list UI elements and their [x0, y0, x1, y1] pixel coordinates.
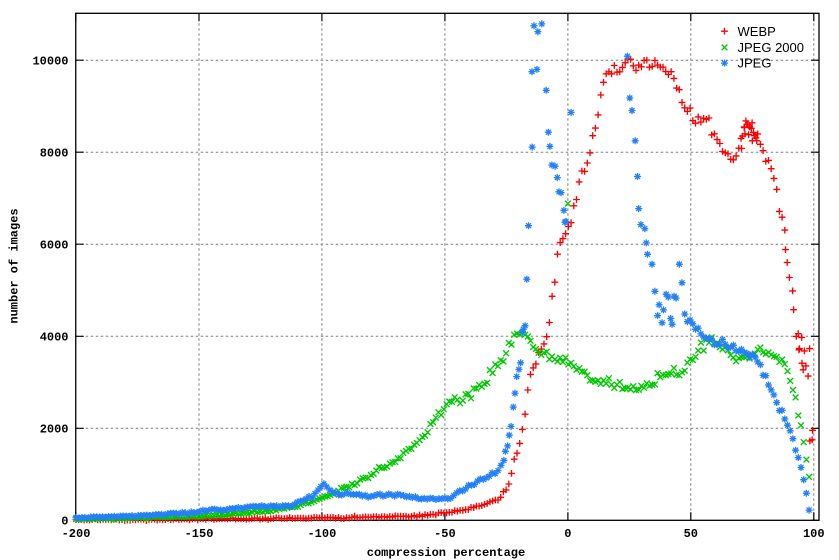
svg-text:-150: -150	[185, 527, 214, 541]
svg-text:4000: 4000	[40, 331, 69, 345]
svg-text:number of images: number of images	[8, 208, 22, 323]
svg-text:-200: -200	[62, 527, 91, 541]
svg-text:JPEG: JPEG	[738, 56, 772, 71]
svg-text:compression percentage: compression percentage	[367, 546, 525, 560]
svg-text:-50: -50	[434, 527, 456, 541]
svg-text:8000: 8000	[40, 146, 69, 160]
svg-text:0: 0	[61, 515, 68, 529]
svg-text:6000: 6000	[40, 238, 69, 252]
svg-text:10000: 10000	[32, 54, 68, 68]
svg-text:-100: -100	[307, 527, 336, 541]
svg-text:100: 100	[803, 527, 825, 541]
svg-text:JPEG 2000: JPEG 2000	[738, 40, 805, 55]
svg-text:0: 0	[564, 527, 571, 541]
svg-text:50: 50	[684, 527, 698, 541]
svg-text:WEBP: WEBP	[738, 24, 776, 39]
svg-text:2000: 2000	[40, 423, 69, 437]
